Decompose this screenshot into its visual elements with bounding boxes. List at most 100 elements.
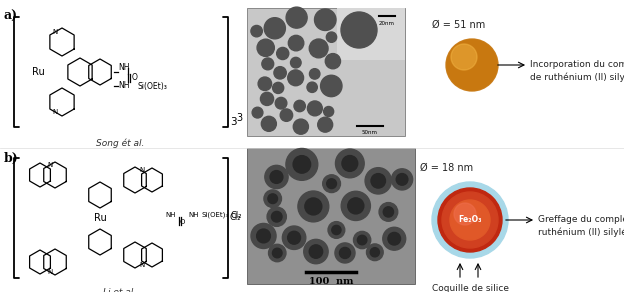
- Circle shape: [264, 18, 285, 39]
- Circle shape: [454, 203, 476, 225]
- Circle shape: [327, 179, 336, 189]
- Circle shape: [264, 190, 281, 208]
- Circle shape: [251, 223, 276, 248]
- Circle shape: [308, 101, 323, 116]
- Text: Cl₂: Cl₂: [230, 211, 242, 220]
- Circle shape: [448, 41, 496, 89]
- Circle shape: [339, 247, 351, 258]
- Circle shape: [268, 244, 286, 262]
- Circle shape: [432, 182, 508, 258]
- FancyBboxPatch shape: [337, 8, 405, 60]
- Circle shape: [449, 42, 495, 88]
- Circle shape: [314, 9, 336, 30]
- Circle shape: [442, 192, 498, 248]
- FancyBboxPatch shape: [247, 148, 415, 284]
- Circle shape: [288, 70, 303, 86]
- Circle shape: [273, 82, 284, 93]
- Circle shape: [451, 44, 493, 86]
- Circle shape: [446, 39, 498, 91]
- Circle shape: [336, 149, 364, 178]
- Circle shape: [323, 175, 341, 192]
- FancyBboxPatch shape: [247, 8, 405, 136]
- Text: N: N: [47, 269, 52, 275]
- Circle shape: [275, 97, 287, 109]
- Circle shape: [324, 107, 334, 117]
- Circle shape: [353, 231, 371, 249]
- Circle shape: [257, 39, 275, 56]
- Circle shape: [288, 35, 304, 51]
- Text: 50nm: 50nm: [362, 130, 378, 135]
- Circle shape: [310, 39, 328, 58]
- Circle shape: [288, 231, 301, 244]
- Circle shape: [261, 116, 276, 131]
- Circle shape: [451, 44, 477, 70]
- Text: NH: NH: [188, 212, 198, 218]
- Circle shape: [267, 207, 286, 226]
- Circle shape: [271, 211, 282, 222]
- Circle shape: [283, 226, 306, 249]
- Text: Si(OEt)₃: Si(OEt)₃: [202, 212, 229, 218]
- Circle shape: [383, 207, 394, 217]
- Circle shape: [391, 169, 412, 190]
- Circle shape: [450, 43, 494, 87]
- Circle shape: [268, 194, 278, 204]
- Text: Incorporation du complexe
de ruthénium (II) silylé: Incorporation du complexe de ruthénium (…: [530, 60, 624, 82]
- Circle shape: [438, 188, 502, 252]
- Circle shape: [332, 225, 341, 234]
- Text: N: N: [47, 162, 52, 168]
- Circle shape: [304, 239, 328, 264]
- Circle shape: [270, 171, 283, 183]
- Text: Li et al.: Li et al.: [104, 288, 137, 292]
- Text: a): a): [4, 10, 18, 23]
- Circle shape: [293, 156, 311, 173]
- Circle shape: [310, 245, 323, 258]
- Text: NH: NH: [165, 212, 175, 218]
- Text: N: N: [52, 29, 57, 35]
- Circle shape: [252, 107, 263, 118]
- Text: Ru: Ru: [32, 67, 44, 77]
- Circle shape: [366, 244, 383, 260]
- Text: Greffage du complexe de
ruthénium (II) silylé: Greffage du complexe de ruthénium (II) s…: [538, 215, 624, 237]
- Circle shape: [371, 173, 386, 188]
- Circle shape: [265, 165, 288, 189]
- Text: N: N: [52, 109, 57, 115]
- Circle shape: [365, 168, 391, 194]
- Circle shape: [335, 243, 355, 263]
- Text: N: N: [139, 167, 145, 173]
- Text: Fe₂O₃: Fe₂O₃: [458, 215, 482, 225]
- Circle shape: [342, 156, 358, 171]
- Circle shape: [286, 7, 307, 28]
- Circle shape: [321, 75, 342, 97]
- Circle shape: [274, 67, 286, 79]
- Text: 3: 3: [236, 113, 242, 123]
- Text: N: N: [139, 262, 145, 268]
- Circle shape: [447, 40, 497, 90]
- Circle shape: [262, 58, 274, 70]
- Circle shape: [280, 109, 293, 121]
- Circle shape: [396, 173, 408, 185]
- Circle shape: [291, 57, 301, 68]
- Circle shape: [258, 77, 271, 91]
- Circle shape: [307, 82, 318, 93]
- Circle shape: [341, 12, 377, 48]
- Text: O: O: [180, 219, 185, 225]
- Circle shape: [348, 198, 364, 214]
- Circle shape: [450, 200, 490, 240]
- Circle shape: [328, 222, 345, 238]
- Text: Ru: Ru: [94, 213, 106, 223]
- Text: Cl₂: Cl₂: [230, 213, 241, 223]
- Circle shape: [341, 191, 371, 220]
- Circle shape: [379, 203, 397, 221]
- Circle shape: [286, 148, 318, 180]
- Circle shape: [256, 229, 270, 243]
- Circle shape: [305, 198, 322, 215]
- Text: Si(OEt)₃: Si(OEt)₃: [138, 81, 168, 91]
- Circle shape: [276, 47, 289, 60]
- Text: b): b): [4, 152, 19, 165]
- Text: NH: NH: [118, 81, 130, 91]
- Text: 100  nm: 100 nm: [309, 277, 353, 286]
- Text: 3: 3: [230, 117, 236, 127]
- Circle shape: [325, 53, 341, 69]
- Circle shape: [358, 235, 367, 245]
- Circle shape: [273, 248, 282, 258]
